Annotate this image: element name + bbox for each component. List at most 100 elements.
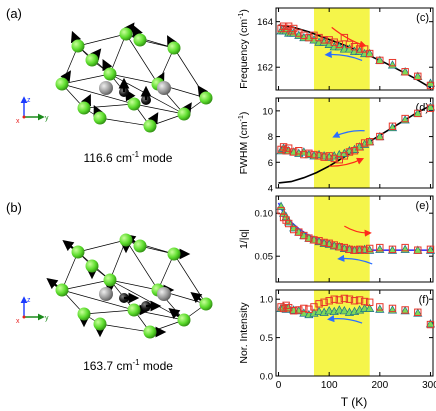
square-point [325,36,333,44]
square-point [355,245,364,254]
square-point [360,297,369,306]
square-point [310,236,318,244]
y-axis-label: FWHM (cm-1) [238,112,250,175]
atom-green [167,247,181,261]
bond-line [109,33,127,75]
square-point [426,81,435,90]
square-point [305,234,313,242]
square-point [300,304,308,313]
square-point [414,246,422,254]
square-point [335,156,344,164]
square-point [401,243,409,252]
triangle-point [365,303,375,312]
chart-panels: 162 164 Frequency (cm-1) (c) 4 6 8 10 FWHM (cm-1… [238,7,436,391]
triangle-point [387,245,398,254]
square-point [284,219,293,228]
atom-green [71,39,85,53]
plot-frame [275,97,434,189]
y-tick-label: 8 [268,132,273,143]
bond-line [109,73,159,85]
triangle-point [334,305,344,314]
square-point [350,246,359,254]
square-point [355,296,364,304]
square-point [340,152,349,160]
square-point [305,149,313,157]
bond-line [61,279,111,291]
axis-y-label-a: y [45,115,49,122]
blue-arrow [327,314,363,324]
atom-gray [157,81,171,95]
y-tick-label: 162 [257,63,273,74]
triangle-point [425,319,436,328]
triangle-point [339,306,349,315]
axis-x-label-a: x [16,118,20,125]
structure-a [55,22,213,133]
triangle-point [314,306,324,316]
square-point [290,307,298,315]
atom-green [143,325,157,339]
square-point [335,296,344,304]
y-tick-label: 0.5 [260,333,273,344]
square-point [360,246,369,254]
blue-arrow [332,130,365,138]
square-point [414,72,422,81]
square-point [330,241,338,249]
square-point [365,244,374,253]
square-point [360,139,369,147]
square-point [340,243,349,252]
square-point [315,152,323,160]
y-tick-label: 164 [257,17,273,28]
axis-x-label-b: x [16,318,20,325]
square-point [325,152,333,160]
atom-green [143,119,157,133]
highlight-band [313,290,370,376]
coord-axes-b: z y x [16,296,49,325]
mode-a-caption: 116.6 cm-1 mode [84,150,173,165]
panel-c: 162 164 Frequency (cm-1) (c) [238,7,436,91]
atom-green [199,91,213,105]
square-point [330,154,338,163]
square-point [300,231,308,240]
y-tick-label: 6 [268,158,273,169]
structure-b [46,233,213,339]
square-point [388,122,397,130]
atom-gray [99,81,113,95]
square-point [401,306,409,314]
y-tick-label: 0.10 [255,209,274,220]
atom-green [93,111,107,125]
square-point [315,300,323,308]
triangle-point [413,308,423,317]
atom-green [85,259,99,273]
square-point [401,68,409,76]
square-point [287,27,295,35]
atom-green [71,245,85,259]
atom-green [55,283,69,297]
triangle-point [425,78,436,87]
blue-arrow [337,254,373,265]
square-point [350,297,359,305]
panel-label: (f) [419,294,429,306]
square-point [279,22,288,30]
square-point [345,295,354,303]
square-point [325,239,333,248]
triangle-point [324,306,334,315]
square-point [277,303,285,311]
axis-z-label-a: z [27,97,31,104]
atom-gray [99,287,113,301]
bond-line [83,309,135,315]
square-point [330,38,338,46]
square-point [345,148,354,156]
panel-b-label: (b) [6,200,22,215]
atom-green [199,297,213,311]
atom-green [77,307,91,321]
bond-line [83,103,135,109]
triangle-point [425,102,436,111]
square-point [300,31,308,40]
bond-line [125,33,175,49]
blue-arrow [324,50,363,61]
square-point [282,24,290,33]
square-point [315,33,323,42]
coord-axes-a: z y x [16,96,49,125]
red-arrow [344,225,372,237]
highlight-band [313,98,370,188]
